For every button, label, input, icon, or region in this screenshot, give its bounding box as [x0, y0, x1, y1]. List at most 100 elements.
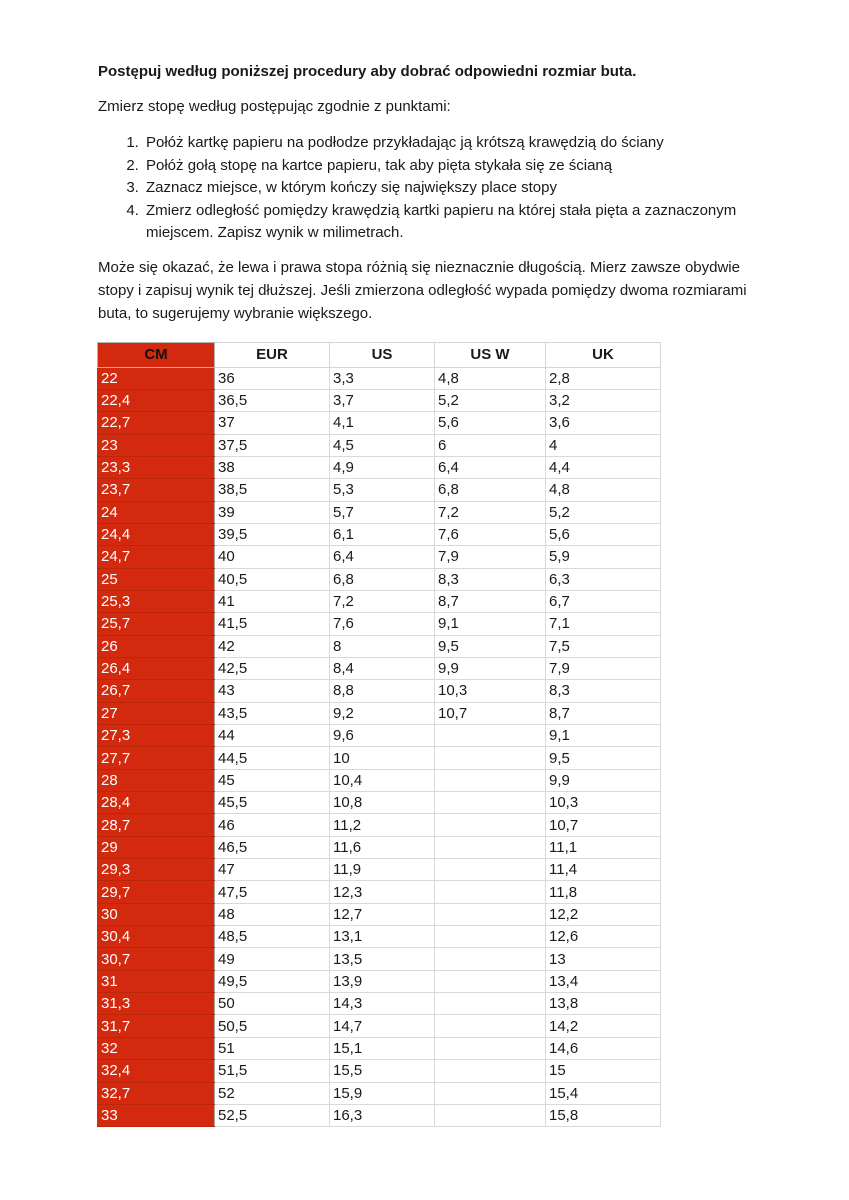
cell-us: 5,3: [329, 478, 435, 502]
table-row: 27 43,5 9,2 10,7 8,7: [97, 701, 661, 726]
cell-cm: 24,4: [97, 522, 215, 547]
cell-uk: 11,4: [545, 858, 661, 882]
cell-cm: 23,3: [97, 455, 215, 480]
cell-eur: 36,5: [214, 388, 330, 413]
cell-cm: 28,4: [97, 791, 215, 815]
cell-us: 11,6: [329, 835, 435, 860]
cell-cm: 28,7: [97, 813, 215, 837]
cell-us: 13,1: [329, 925, 435, 949]
cell-uk: 4: [545, 433, 661, 457]
cell-eur: 47: [214, 858, 330, 882]
cell-us: 9,2: [329, 701, 435, 726]
cell-us: 13,9: [329, 969, 435, 994]
cell-us: 4,5: [329, 433, 435, 457]
cell-us: 3,3: [329, 366, 435, 390]
cell-eur: 41,5: [214, 612, 330, 636]
cell-cm: 26,7: [97, 679, 215, 703]
cell-us-w: 10,7: [434, 701, 546, 726]
shoe-size-table: CM EUR US US W UK 22 36 3,3 4,8 2,8 22,4 36,5 3,7 5,…: [97, 341, 661, 1128]
cell-uk: 4,4: [545, 455, 661, 480]
cell-eur: 52,5: [214, 1103, 330, 1128]
intro-text: Zmierz stopę według postępując zgodnie z…: [98, 98, 451, 115]
cell-cm: 30,4: [97, 925, 215, 949]
table-row: 22 36 3,3 4,8 2,8: [97, 366, 661, 390]
cell-us-w: 4,8: [434, 366, 546, 390]
cell-eur: 41: [214, 589, 330, 614]
cell-eur: 37,5: [214, 433, 330, 457]
step-item-1: Połóż kartkę papieru na podłodze przykła…: [143, 132, 761, 155]
cell-uk: 6,3: [545, 567, 661, 591]
cell-us: 10,8: [329, 791, 435, 815]
cell-us-w: [434, 791, 546, 815]
cell-cm: 28: [97, 768, 215, 793]
cell-us: 15,9: [329, 1081, 435, 1105]
step-item-4: Zmierz odległość pomiędzy krawędzią kart…: [143, 200, 761, 245]
cell-us: 4,9: [329, 455, 435, 480]
cell-eur: 51,5: [214, 1059, 330, 1083]
cell-uk: 12,6: [545, 925, 661, 949]
table-row: 22,4 36,5 3,7 5,2 3,2: [97, 388, 661, 413]
cell-uk: 4,8: [545, 478, 661, 502]
table-row: 24,7 40 6,4 7,9 5,9: [97, 545, 661, 569]
cell-us-w: 10,3: [434, 679, 546, 703]
cell-cm: 32,7: [97, 1081, 215, 1105]
cell-us-w: 9,1: [434, 612, 546, 636]
cell-cm: 31,7: [97, 1014, 215, 1038]
cell-cm: 24: [97, 500, 215, 524]
cell-us: 8,8: [329, 679, 435, 703]
cell-us: 14,3: [329, 992, 435, 1016]
table-row: 27,3 44 9,6 9,1: [97, 723, 661, 748]
cell-cm: 32: [97, 1036, 215, 1061]
cell-uk: 15: [545, 1059, 661, 1083]
numbered-steps-list: Połóż kartkę papieru na podłodze przykła…: [143, 132, 761, 245]
cell-eur: 48,5: [214, 925, 330, 949]
cell-cm: 27,7: [97, 746, 215, 770]
cell-uk: 7,5: [545, 634, 661, 658]
cell-us-w: [434, 902, 546, 927]
cell-cm: 22,4: [97, 388, 215, 413]
cell-us-w: [434, 768, 546, 793]
cell-cm: 27,3: [97, 723, 215, 748]
cell-eur: 39: [214, 500, 330, 524]
cell-us-w: 8,7: [434, 589, 546, 614]
cell-us: 5,7: [329, 500, 435, 524]
cell-eur: 40,5: [214, 567, 330, 591]
column-header-us: US: [329, 341, 435, 368]
cell-cm: 25,3: [97, 589, 215, 614]
cell-us: 12,7: [329, 902, 435, 927]
cell-eur: 42,5: [214, 656, 330, 681]
cell-cm: 22: [97, 366, 215, 390]
cell-uk: 5,6: [545, 522, 661, 547]
cell-uk: 7,1: [545, 612, 661, 636]
cell-us-w: [434, 813, 546, 837]
cell-us: 9,6: [329, 723, 435, 748]
cell-us: 10,4: [329, 768, 435, 793]
cell-us: 7,2: [329, 589, 435, 614]
cell-eur: 49: [214, 947, 330, 971]
cell-us: 8,4: [329, 656, 435, 681]
table-row: 30 48 12,7 12,2: [97, 902, 661, 927]
cell-cm: 23: [97, 433, 215, 457]
cell-uk: 7,9: [545, 656, 661, 681]
cell-uk: 13: [545, 947, 661, 971]
cell-us-w: 9,9: [434, 656, 546, 681]
step-item-2: Połóż gołą stopę na kartce papieru, tak …: [143, 155, 761, 178]
cell-us: 15,1: [329, 1036, 435, 1061]
cell-uk: 2,8: [545, 366, 661, 390]
cell-us-w: [434, 1081, 546, 1105]
cell-eur: 39,5: [214, 522, 330, 547]
table-row: 23,7 38,5 5,3 6,8 4,8: [97, 478, 661, 502]
cell-eur: 45,5: [214, 791, 330, 815]
cell-uk: 9,5: [545, 746, 661, 770]
cell-eur: 38: [214, 455, 330, 480]
table-row: 30,4 48,5 13,1 12,6: [97, 925, 661, 949]
cell-us: 15,5: [329, 1059, 435, 1083]
cell-cm: 25: [97, 567, 215, 591]
cell-us: 11,9: [329, 858, 435, 882]
table-row: 26,4 42,5 8,4 9,9 7,9: [97, 656, 661, 681]
cell-us-w: 9,5: [434, 634, 546, 658]
cell-uk: 8,3: [545, 679, 661, 703]
table-header-row: CM EUR US US W UK: [97, 341, 661, 368]
cell-uk: 13,8: [545, 992, 661, 1016]
cell-us: 6,8: [329, 567, 435, 591]
